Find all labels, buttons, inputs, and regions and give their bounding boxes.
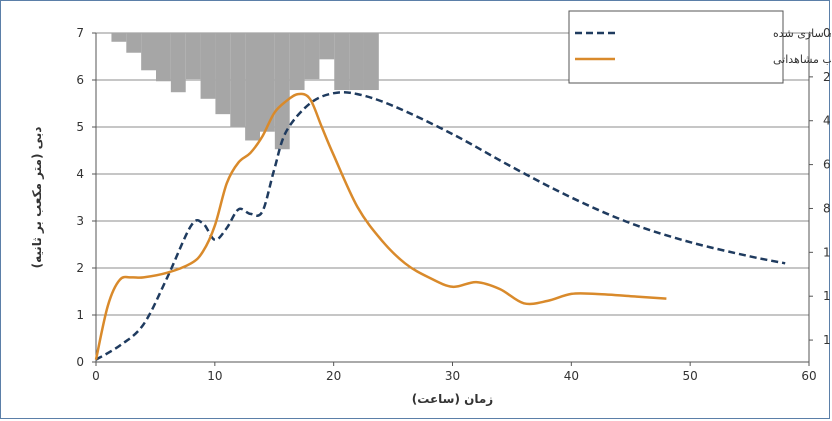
x-tick-label: 60 (801, 369, 816, 383)
rainfall-bar (185, 33, 201, 80)
rainfall-bar (289, 33, 305, 91)
y-tick-label: 5 (76, 120, 84, 134)
y2-tick-label: 8 (823, 201, 831, 215)
x-tick-label: 10 (207, 369, 222, 383)
series-lines (94, 90, 786, 361)
rainfall-bar (259, 33, 275, 132)
y-tick-label: 3 (76, 214, 84, 228)
rainfall-bar (274, 33, 290, 150)
legend-box (568, 10, 784, 84)
y-tick-label: 1 (76, 308, 84, 322)
rainfall-bar (363, 33, 379, 91)
rainfall-bar (156, 33, 171, 82)
observed-runoff-line (94, 92, 667, 360)
rainfall-bar (141, 33, 157, 71)
y2-tick-label: 4 (823, 114, 831, 128)
y2-tick-label: 0 (823, 26, 831, 40)
y2-tick-label: 6 (823, 158, 831, 172)
x-tick-label: 50 (683, 369, 698, 383)
rainfall-bar (334, 33, 350, 91)
y-tick-label: 6 (76, 73, 84, 87)
rainfall-bar (230, 33, 246, 128)
rainfall-bar (170, 33, 186, 93)
y-tick-label: 7 (76, 26, 84, 40)
rainfall-bar (126, 33, 142, 53)
rainfall-bar (349, 33, 364, 91)
rainfall-bar (304, 33, 320, 80)
rainfall-bars (111, 33, 379, 150)
simulated-runoff-line (95, 90, 786, 361)
y-axis-title: دبی (متر مکعب بر ثانیه) (30, 127, 44, 269)
y2-tick-label: 2 (823, 70, 831, 84)
y2-tick-label: 14 (823, 333, 831, 347)
tick-labels: 01234567024681012140102030405060 (76, 26, 831, 383)
y2-tick-label: 10 (823, 245, 831, 259)
y2-tick-label: 12 (823, 289, 831, 303)
y-tick-label: 4 (76, 167, 84, 181)
x-tick-label: 0 (92, 369, 100, 383)
rainfall-bar (319, 33, 335, 60)
rainfall-bar (215, 33, 231, 115)
rainfall-bar (111, 33, 127, 42)
axes (92, 32, 813, 366)
y-tick-label: 0 (76, 355, 84, 369)
x-axis-title: زمان (ساعت) (412, 392, 494, 406)
x-tick-label: 40 (564, 369, 579, 383)
rainfall-bar (200, 33, 216, 99)
legend: رواناب شبیه سازی شده رواناب مشاهداتی (568, 10, 831, 84)
rainfall-bar (245, 33, 260, 141)
legend-label: رواناب شبیه سازی شده (773, 27, 831, 40)
y-tick-label: 2 (76, 261, 84, 275)
x-tick-label: 20 (326, 369, 341, 383)
x-tick-label: 30 (445, 369, 460, 383)
legend-label: رواناب مشاهداتی (773, 53, 831, 66)
